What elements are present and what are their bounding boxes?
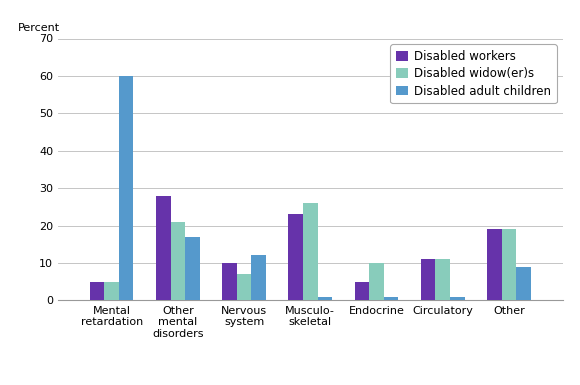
- Bar: [237, 274, 251, 300]
- Bar: [251, 255, 266, 300]
- Bar: [288, 214, 303, 300]
- Bar: [354, 281, 369, 300]
- Text: Percent: Percent: [17, 23, 60, 33]
- Bar: [436, 259, 450, 300]
- Bar: [171, 222, 185, 300]
- Bar: [516, 267, 531, 300]
- Legend: Disabled workers, Disabled widow(er)s, Disabled adult children: Disabled workers, Disabled widow(er)s, D…: [390, 44, 557, 104]
- Bar: [303, 203, 318, 300]
- Bar: [222, 263, 237, 300]
- Bar: [421, 259, 436, 300]
- Bar: [90, 281, 104, 300]
- Bar: [119, 76, 133, 300]
- Bar: [318, 296, 332, 300]
- Bar: [487, 229, 502, 300]
- Bar: [384, 296, 398, 300]
- Bar: [185, 237, 200, 300]
- Bar: [450, 296, 465, 300]
- Bar: [502, 229, 516, 300]
- Bar: [104, 281, 119, 300]
- Bar: [369, 263, 384, 300]
- Bar: [156, 196, 171, 300]
